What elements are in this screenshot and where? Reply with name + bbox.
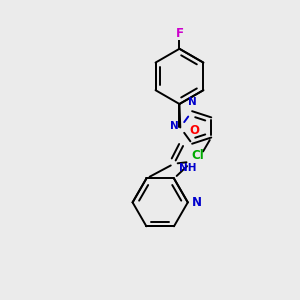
Text: NH: NH (179, 163, 197, 173)
Text: Cl: Cl (191, 149, 204, 162)
Text: N: N (192, 196, 202, 209)
Text: N: N (170, 121, 178, 130)
Text: F: F (176, 27, 183, 40)
Text: O: O (189, 124, 200, 137)
Text: N: N (188, 97, 197, 107)
